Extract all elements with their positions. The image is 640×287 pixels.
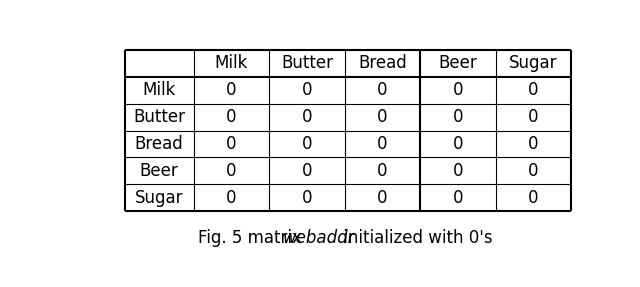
Text: 0: 0	[227, 81, 237, 99]
Text: 0: 0	[377, 81, 388, 99]
Text: webaddr: webaddr	[282, 229, 355, 247]
Text: 0: 0	[452, 81, 463, 99]
Text: Beer: Beer	[140, 162, 179, 180]
Text: 0: 0	[301, 189, 312, 207]
Text: initialized with 0's: initialized with 0's	[339, 229, 493, 247]
Text: Bread: Bread	[135, 135, 184, 153]
Text: 0: 0	[528, 189, 539, 207]
Text: 0: 0	[227, 162, 237, 180]
Text: 0: 0	[528, 108, 539, 126]
Text: 0: 0	[452, 162, 463, 180]
Text: Bread: Bread	[358, 54, 407, 72]
Text: 0: 0	[528, 162, 539, 180]
Text: 0: 0	[301, 108, 312, 126]
Text: 0: 0	[377, 189, 388, 207]
Text: 0: 0	[452, 108, 463, 126]
Text: 0: 0	[528, 81, 539, 99]
Text: Sugar: Sugar	[509, 54, 557, 72]
Text: 0: 0	[301, 135, 312, 153]
Text: 0: 0	[452, 189, 463, 207]
Text: 0: 0	[377, 108, 388, 126]
Text: 0: 0	[227, 135, 237, 153]
Text: 0: 0	[227, 108, 237, 126]
Text: 0: 0	[377, 162, 388, 180]
Text: 0: 0	[301, 162, 312, 180]
Text: Milk: Milk	[215, 54, 248, 72]
Text: 0: 0	[452, 135, 463, 153]
Text: Sugar: Sugar	[135, 189, 184, 207]
Text: Butter: Butter	[133, 108, 185, 126]
Text: 0: 0	[377, 135, 388, 153]
Text: 0: 0	[227, 189, 237, 207]
Text: Milk: Milk	[143, 81, 176, 99]
Text: 0: 0	[301, 81, 312, 99]
Text: 0: 0	[528, 135, 539, 153]
Text: Butter: Butter	[281, 54, 333, 72]
Text: Beer: Beer	[438, 54, 477, 72]
Text: Fig. 5 matrix: Fig. 5 matrix	[198, 229, 307, 247]
